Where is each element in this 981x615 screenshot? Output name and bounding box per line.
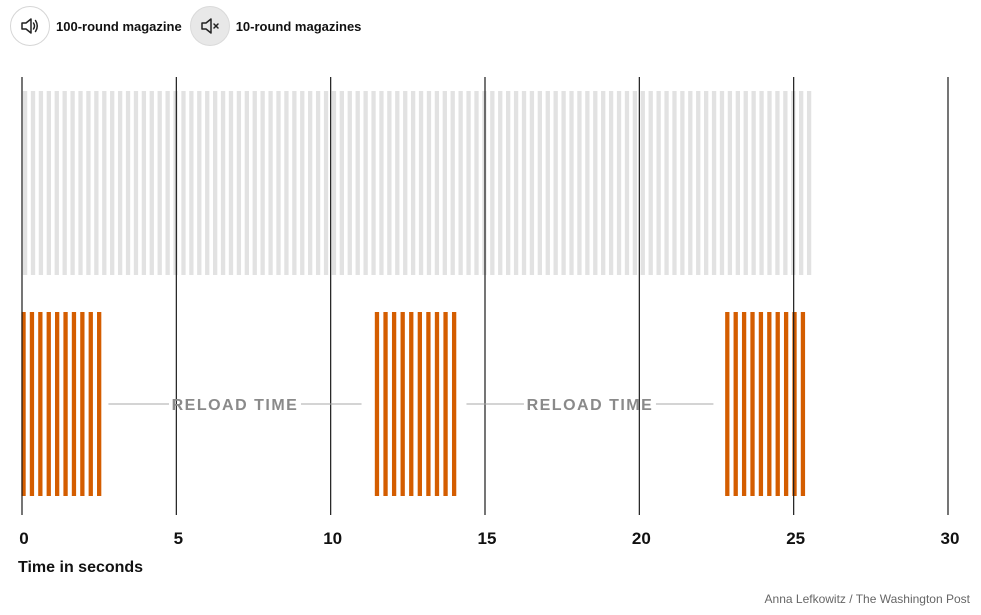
x-tick-label-10: 10	[323, 529, 342, 548]
x-tick-label-15: 15	[478, 529, 497, 548]
reload-time-label-1: RELOAD TIME	[172, 397, 299, 414]
x-tick-label-20: 20	[632, 529, 651, 548]
credit-line: Anna Lefkowitz / The Washington Post	[764, 592, 970, 606]
reload-time-label-2: RELOAD TIME	[527, 397, 654, 414]
x-tick-label-5: 5	[174, 529, 183, 548]
x-tick-label-25: 25	[786, 529, 805, 548]
play-10-round-button[interactable]: 10-round magazines	[189, 6, 370, 46]
play-100-round-button[interactable]: 100-round magazine	[10, 6, 190, 46]
x-tick-label-0: 0	[19, 529, 28, 548]
x-axis-label: Time in seconds	[18, 559, 144, 576]
speaker-muted-icon	[189, 6, 230, 46]
speaker-icon	[10, 6, 50, 46]
sound-on-label: 100-round magazine	[56, 18, 182, 34]
x-tick-label-30: 30	[941, 529, 960, 548]
sound-off-label: 10-round magazines	[235, 18, 362, 34]
audio-controls: 100-round magazine 10-round magazines	[10, 5, 369, 47]
